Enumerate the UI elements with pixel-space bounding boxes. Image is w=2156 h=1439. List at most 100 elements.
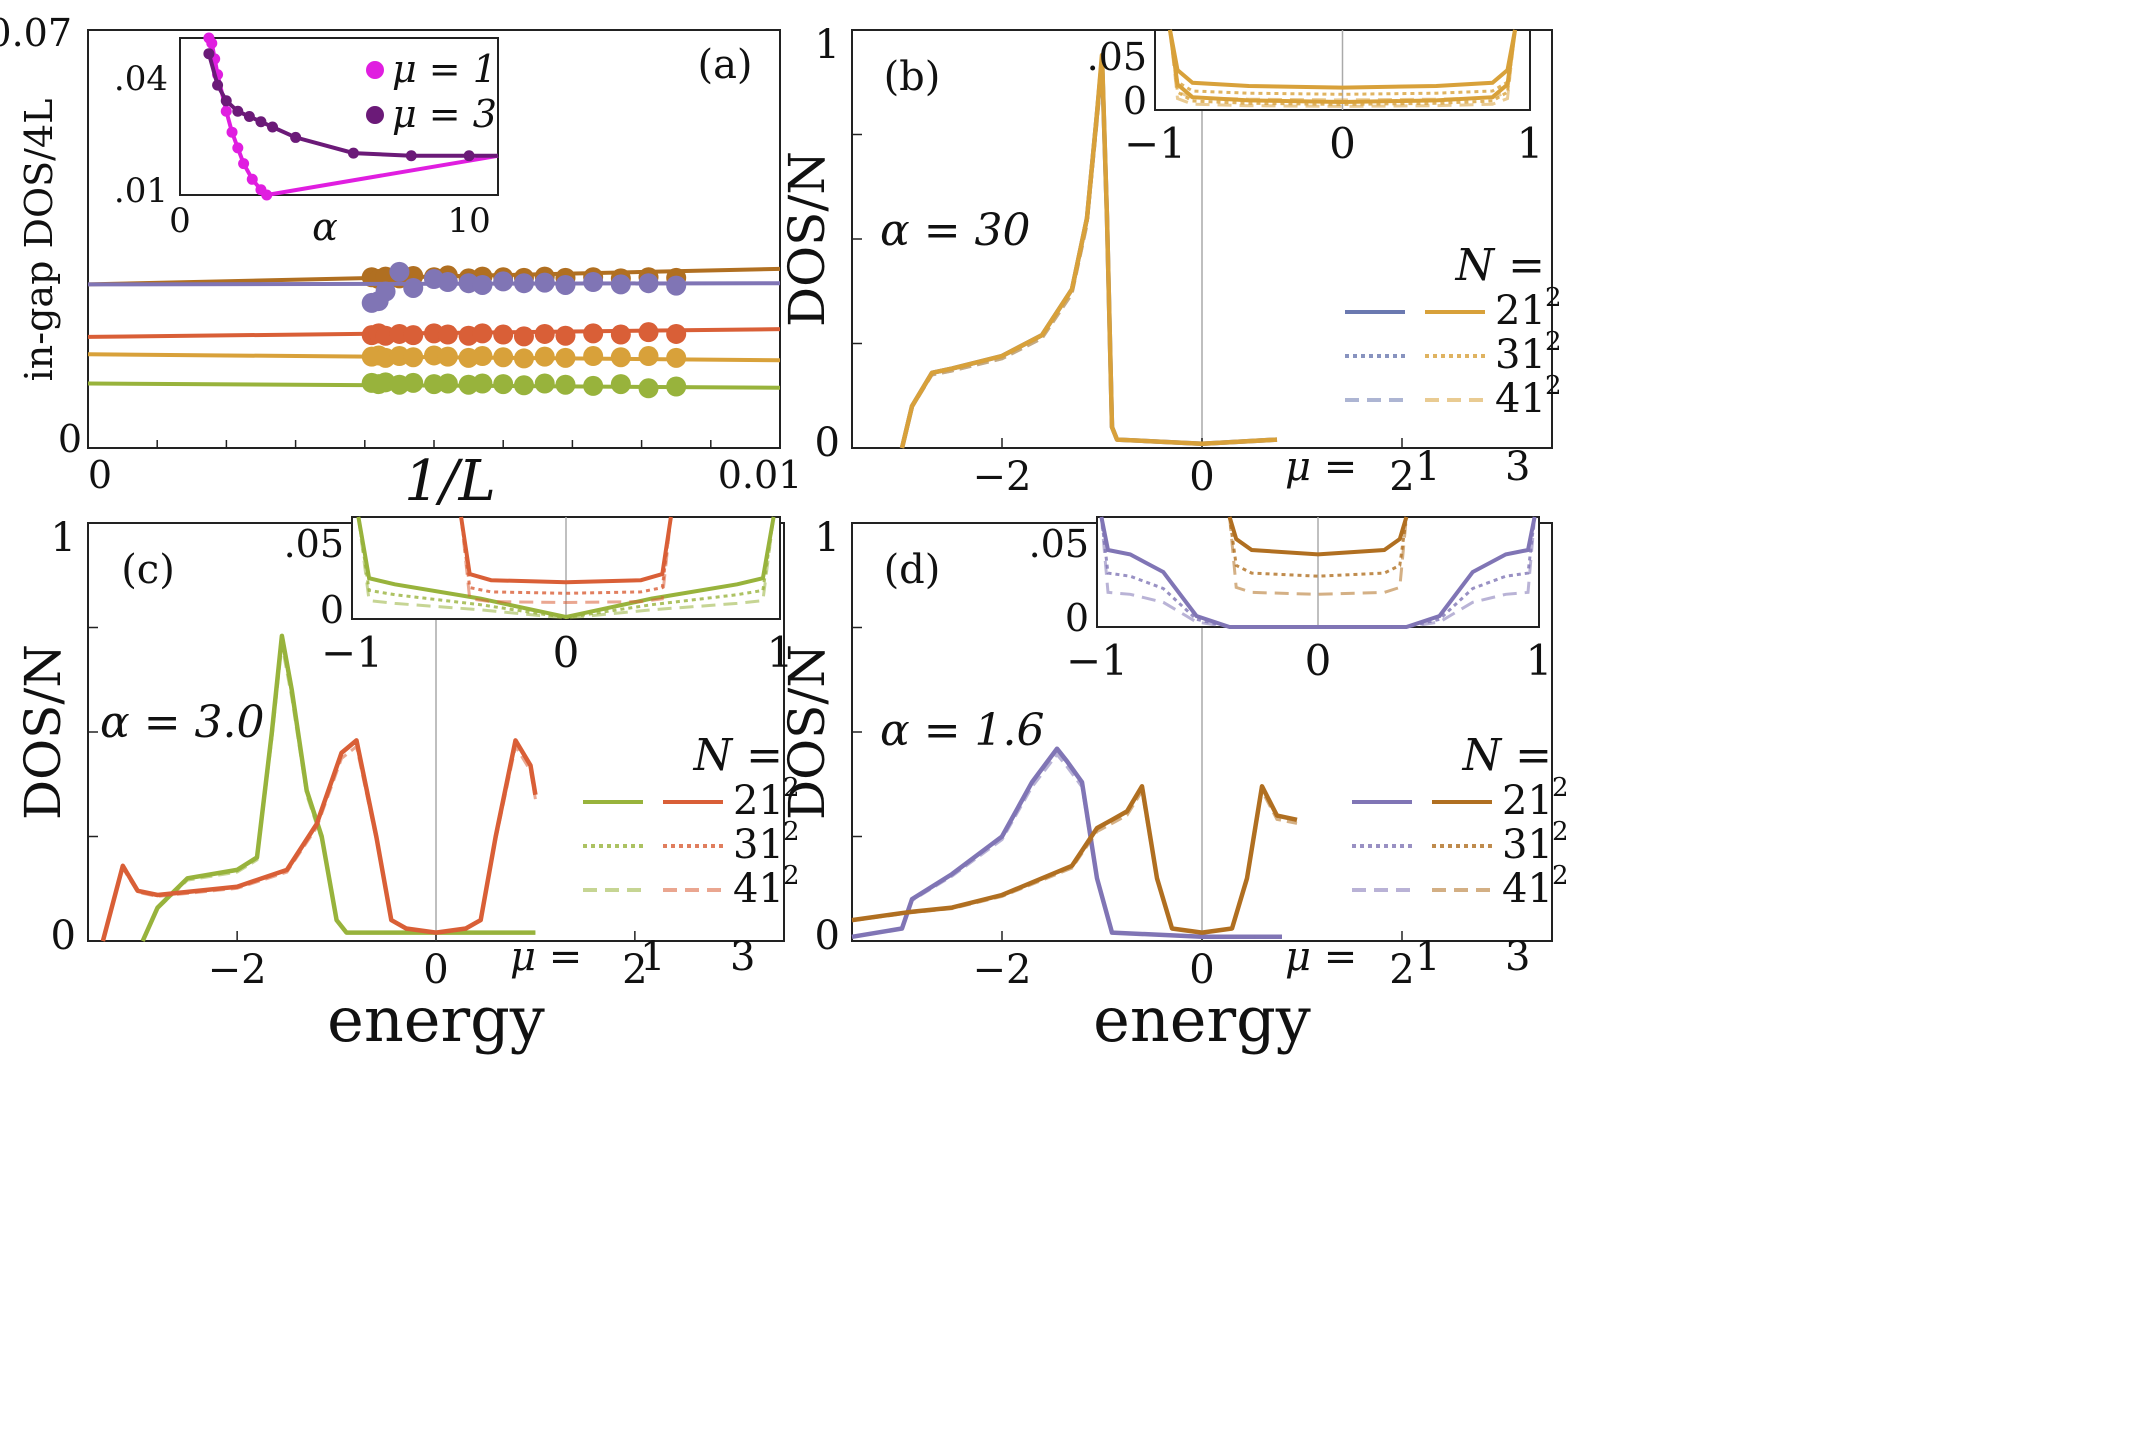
panel-c-inset-xtick: 0 bbox=[553, 628, 580, 677]
panel-b-inset-ytick-max: .05 bbox=[1087, 35, 1147, 79]
panel-a-inset-point bbox=[243, 111, 255, 122]
panel-a-data-point bbox=[437, 373, 458, 394]
panel-d-inset-xtick: −1 bbox=[1066, 636, 1128, 685]
panel-a-data-point bbox=[472, 373, 493, 394]
panel-a-inset-point bbox=[267, 121, 279, 133]
panel-a-data-point bbox=[666, 347, 687, 368]
panel-a-inset-point bbox=[226, 126, 238, 138]
panel-a-ytick-max: 0.07 bbox=[0, 11, 72, 55]
panel-b-annotation: α = 30 bbox=[880, 205, 1031, 256]
panel-a-data-point bbox=[493, 347, 514, 368]
panel-d-ytick-one: 1 bbox=[815, 515, 840, 561]
panel-d-ytick-zero: 0 bbox=[815, 913, 840, 959]
panel-b-xtick-label: −2 bbox=[973, 454, 1032, 500]
panel-a-data-point bbox=[513, 273, 534, 294]
panel-b-inset-xtick: −1 bbox=[1124, 119, 1186, 168]
panel-d-inset-curve-dotted bbox=[1228, 516, 1408, 578]
panel-a-inset-point bbox=[246, 173, 258, 185]
panel-b-inset-xtick: 0 bbox=[1329, 119, 1356, 168]
panel-a-data-point bbox=[555, 374, 576, 395]
panel-d-legend-exponent: 2 bbox=[1552, 861, 1569, 891]
panel-a-data-point bbox=[666, 323, 687, 344]
panel-a-data-point bbox=[638, 346, 659, 367]
panel-d-tag: (d) bbox=[884, 547, 941, 593]
panel-c-xtick-label: −2 bbox=[208, 947, 267, 993]
panel-a-data-point bbox=[583, 375, 604, 396]
panel-a-data-point bbox=[610, 347, 631, 368]
panel-d-inset-ytick-max: .05 bbox=[1029, 522, 1089, 566]
panel-a-inset-point bbox=[212, 79, 224, 91]
panel-d-legend-mu-value: 3 bbox=[1505, 934, 1530, 980]
panel-b-legend-mu-value: 3 bbox=[1505, 444, 1530, 490]
panel-a-inset-point bbox=[255, 116, 267, 128]
panel-a-tag: (a) bbox=[697, 42, 752, 88]
panel-b-dos-curve-dashed bbox=[900, 66, 1278, 449]
panel-d-dos-curve-dashed bbox=[851, 786, 1298, 935]
panel-b-legend-exponent: 2 bbox=[1545, 327, 1562, 357]
panel-a-ylabel: in-gap DOS/4L bbox=[17, 99, 61, 382]
panel-c-ytick-zero: 0 bbox=[51, 913, 76, 959]
panel-b-inset-curve bbox=[1168, 29, 1517, 105]
panel-a-inset-legend-marker bbox=[366, 61, 384, 79]
panel-c-legend-size: 31 bbox=[733, 822, 784, 868]
panel-a-inset-point bbox=[232, 142, 244, 154]
panel-a-data-point bbox=[555, 274, 576, 295]
panel-a-data-point bbox=[666, 275, 687, 296]
panel-a-ytick-zero: 0 bbox=[58, 417, 82, 461]
panel-a-data-point bbox=[493, 271, 514, 292]
panel-a-data-point bbox=[513, 326, 534, 347]
panel-a-inset-ytick-min: .01 bbox=[114, 171, 168, 211]
panel-b-legend-exponent: 2 bbox=[1545, 371, 1562, 401]
panel-a-data-point bbox=[472, 346, 493, 367]
panel-d-inset-curve-dashed bbox=[1099, 516, 1537, 629]
panel-a-data-point bbox=[610, 274, 631, 295]
panel-c-annotation: α = 3.0 bbox=[100, 697, 265, 748]
panel-d-legend-mu-label: μ = bbox=[1285, 934, 1357, 980]
panel-c-inset-ytick-min: 0 bbox=[320, 588, 344, 632]
panel-c-xtick-label: 0 bbox=[423, 947, 448, 993]
panel-c-dos-curve bbox=[100, 738, 538, 942]
panel-d-xtick-label: 0 bbox=[1189, 947, 1214, 993]
panel-a-data-point bbox=[513, 375, 534, 396]
panel-a-data-point bbox=[534, 272, 555, 293]
panel-b-legend-size: 31 bbox=[1495, 332, 1546, 378]
panel-c-legend-mu-label: μ = bbox=[510, 934, 582, 980]
panel-a-data-point bbox=[555, 325, 576, 346]
panel-d-inset-curve bbox=[1227, 516, 1409, 557]
panel-a-xlabel: 1/L bbox=[404, 449, 496, 514]
panel-a-data-point bbox=[513, 348, 534, 369]
panel-c-legend-title: N = bbox=[693, 730, 783, 781]
panel-b-dos-curve-dashed bbox=[900, 70, 1278, 449]
panel-b-ylabel: DOS/N bbox=[778, 151, 836, 327]
panel-c-dos-curve-dashed bbox=[141, 644, 536, 942]
panel-c-legend-size: 21 bbox=[733, 778, 784, 824]
panel-d-ylabel: DOS/N bbox=[778, 644, 836, 820]
panel-d-inset-ytick-min: 0 bbox=[1065, 596, 1089, 640]
panel-c-inset-xtick: −1 bbox=[321, 628, 383, 677]
panel-b-inset-curve-dotted bbox=[1168, 29, 1517, 96]
panel-d-xtick-label: −2 bbox=[973, 947, 1032, 993]
panel-a-data-point bbox=[403, 372, 424, 393]
panel-c-xlabel: energy bbox=[327, 983, 545, 1056]
panel-a-data-point bbox=[389, 261, 410, 282]
panel-a-inset-point bbox=[206, 37, 218, 49]
panel-a-data-point bbox=[437, 324, 458, 345]
panel-c-inset-curve-dashed bbox=[356, 516, 776, 620]
panel-a-data-point bbox=[493, 374, 514, 395]
panel-b-tag: (b) bbox=[884, 54, 941, 100]
panel-a-inset-legend-label: μ = 1 bbox=[392, 47, 497, 91]
panel-a-inset-point bbox=[463, 150, 475, 162]
panel-c-ylabel: DOS/N bbox=[14, 644, 72, 820]
panel-b-legend-size: 41 bbox=[1495, 376, 1546, 422]
panel-a-data-point bbox=[403, 277, 424, 298]
panel-d-annotation: α = 1.6 bbox=[880, 705, 1045, 756]
panel-c-legend-exponent: 2 bbox=[783, 817, 800, 847]
panel-d-legend-exponent: 2 bbox=[1552, 817, 1569, 847]
panel-a-inset-xtick-ten: 10 bbox=[447, 201, 490, 241]
panel-a-inset-point bbox=[290, 131, 302, 143]
panel-c-inset-ytick-max: .05 bbox=[284, 522, 344, 566]
panel-d-legend-size: 21 bbox=[1502, 778, 1553, 824]
panel-a-data-point bbox=[534, 323, 555, 344]
